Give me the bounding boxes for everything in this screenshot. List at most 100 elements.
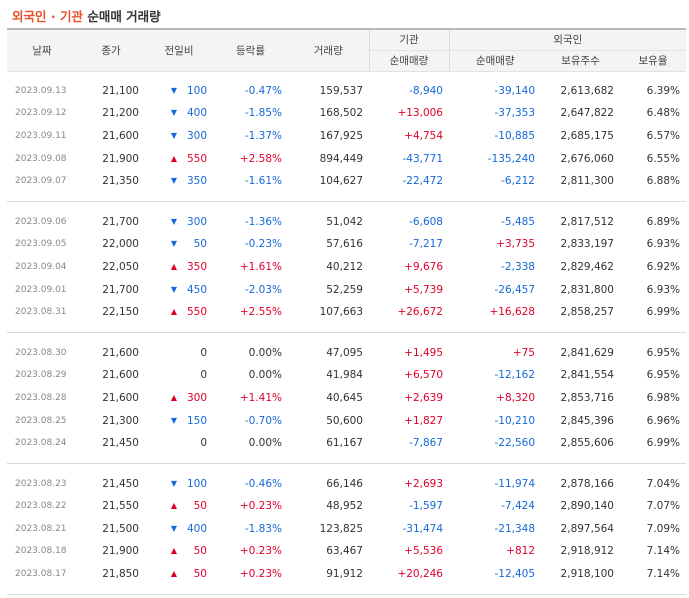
volume-cell: 51,042 [326,215,363,228]
group-divider [7,192,686,203]
date-cell: 2023.09.07 [15,176,67,187]
change-cell: ▼ 300 [145,125,213,148]
group-spacer [7,71,686,80]
close-cell: 21,350 [102,175,139,188]
close-cell: 21,900 [102,152,139,165]
date-cell: 2023.09.08 [15,153,67,164]
close-cell: 21,600 [102,369,139,382]
change-value: 400 [186,522,207,535]
table-row: 2023.09.05 22,000 ▼ 50 -0.23% 57,616 -7,217 +3,… [7,233,686,256]
volume-cell: 91,912 [326,568,363,581]
frgn-ratio-cell: 7.09% [646,522,680,535]
close-cell: 21,600 [102,346,139,359]
inst-net-cell: +20,246 [397,568,443,581]
close-cell: 21,900 [102,545,139,558]
frgn-ratio-cell: 6.88% [646,175,680,188]
table-row: 2023.08.25 21,300 ▼ 150 -0.70% 50,600 +1,827 -1… [7,409,686,432]
table-row: 2023.09.11 21,600 ▼ 300 -1.37% 167,925 +4,754 -… [7,125,686,148]
triangle-up-icon: ▲ [170,392,177,402]
frgn-net-cell: +16,628 [489,306,535,319]
date-cell: 2023.08.18 [15,546,67,557]
frgn-ratio-cell: 6.89% [646,215,680,228]
rate-cell: 0.00% [248,369,282,382]
header-frgn-hold: 보유주수 [541,50,620,72]
volume-cell: 66,146 [326,477,363,490]
group-divider [7,585,686,596]
triangle-down-icon: ▼ [170,216,177,226]
rate-cell: -1.36% [244,215,282,228]
frgn-hold-cell: 2,676,060 [560,152,614,165]
change-cell: ▲ 50 [145,563,213,586]
volume-cell: 40,212 [326,260,363,273]
change-cell: ▲ 50 [145,495,213,518]
group-spacer [7,464,686,473]
triangle-up-icon: ▲ [170,307,177,317]
header-volume: 거래량 [288,28,369,72]
date-cell: 2023.09.04 [15,261,67,272]
header-foreign: 외국인 [448,28,686,51]
rate-cell: +2.58% [239,152,282,165]
frgn-hold-cell: 2,685,175 [560,129,614,142]
header-institution: 기관 [368,28,449,51]
date-cell: 2023.08.24 [15,438,67,449]
rate-cell: -0.23% [244,238,282,251]
frgn-net-cell: -22,560 [494,437,535,450]
date-cell: 2023.08.28 [15,392,67,403]
inst-net-cell: +2,693 [404,477,443,490]
date-cell: 2023.09.13 [15,85,67,96]
table-row: 2023.08.18 21,900 ▲ 50 +0.23% 63,467 +5,536 +81… [7,540,686,563]
change-cell: 0 [145,364,213,387]
table-row: 2023.08.21 21,500 ▼ 400 -1.83% 123,825 -31,474… [7,518,686,541]
table-row: 2023.09.08 21,900 ▲ 550 +2.58% 894,449 -43,771… [7,147,686,170]
frgn-net-cell: +8,320 [496,391,535,404]
change-cell: ▼ 300 [145,210,213,233]
rate-cell: -0.46% [244,477,282,490]
frgn-ratio-cell: 6.99% [646,437,680,450]
change-cell: ▼ 400 [145,102,213,125]
frgn-net-cell: -135,240 [487,152,535,165]
triangle-down-icon: ▼ [170,415,177,425]
frgn-hold-cell: 2,647,822 [560,107,614,120]
date-cell: 2023.09.05 [15,239,67,250]
panel-title-highlight: 외국인 · 기관 [12,9,83,24]
rate-cell: 0.00% [248,346,282,359]
table-row: 2023.09.07 21,350 ▼ 350 -1.61% 104,627 -22,472… [7,170,686,193]
change-cell: ▼ 100 [145,80,213,103]
triangle-down-icon: ▼ [170,130,177,140]
volume-cell: 40,645 [326,391,363,404]
change-value: 0 [200,369,207,382]
volume-cell: 47,095 [326,346,363,359]
frgn-ratio-cell: 6.57% [646,129,680,142]
rate-cell: -1.61% [244,175,282,188]
rate-cell: -2.03% [244,283,282,296]
close-cell: 21,600 [102,129,139,142]
triangle-down-icon: ▼ [170,284,177,294]
frgn-hold-cell: 2,918,912 [560,545,614,558]
triangle-down-icon: ▼ [170,523,177,533]
table-row: 2023.08.24 21,450 0 0.00% 61,167 -7,867 -22,56… [7,432,686,455]
rate-cell: -1.83% [244,522,282,535]
change-cell: ▼ 400 [145,518,213,541]
frgn-net-cell: +812 [506,545,535,558]
close-cell: 21,850 [102,568,139,581]
frgn-ratio-cell: 6.92% [646,260,680,273]
table-row: 2023.08.31 22,150 ▲ 550 +2.55% 107,663 +26,672… [7,301,686,324]
frgn-net-cell: -12,405 [494,568,535,581]
change-value: 50 [193,545,207,558]
inst-net-cell: +2,639 [404,391,443,404]
table-header: 날짜 종가 전일비 등락률 거래량 기관 외국인 순매매량 순매매량 보유주수 … [7,28,686,72]
inst-net-cell: -7,867 [409,437,443,450]
close-cell: 21,450 [102,437,139,450]
header-rate: 등락률 [213,28,288,72]
frgn-hold-cell: 2,855,606 [560,437,614,450]
close-cell: 21,100 [102,84,139,97]
date-cell: 2023.08.23 [15,478,67,489]
table-row: 2023.08.29 21,600 0 0.00% 41,984 +6,570 -12,16… [7,364,686,387]
inst-net-cell: -6,608 [409,215,443,228]
frgn-ratio-cell: 6.55% [646,152,680,165]
frgn-ratio-cell: 7.07% [646,500,680,513]
table-row: 2023.09.12 21,200 ▼ 400 -1.85% 168,502 +13,006… [7,102,686,125]
frgn-hold-cell: 2,853,716 [560,391,614,404]
rate-cell: +0.23% [239,545,282,558]
frgn-ratio-cell: 7.14% [646,545,680,558]
